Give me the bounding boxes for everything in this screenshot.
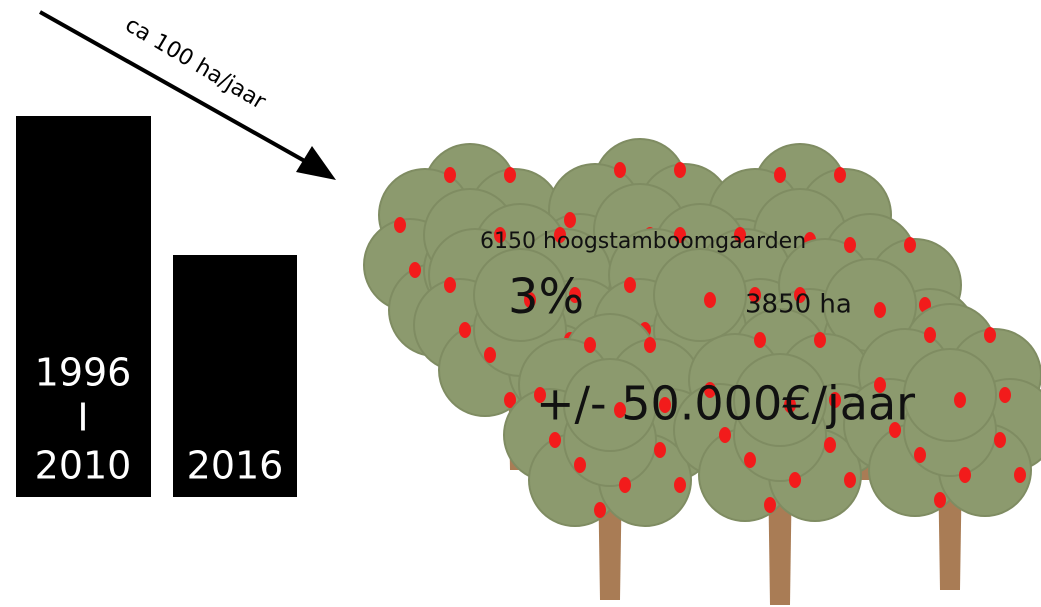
apple (644, 337, 656, 353)
arrow-head (296, 146, 336, 180)
apple (444, 167, 456, 183)
area: 3850 ha (745, 290, 852, 320)
apple (844, 472, 856, 488)
apple (674, 162, 686, 178)
bar-label: 2016 (187, 444, 284, 488)
apple (764, 497, 776, 513)
bar-label: 2010 (35, 444, 132, 488)
apple (924, 327, 936, 343)
apple (459, 322, 471, 338)
apple (574, 457, 586, 473)
bar (16, 116, 151, 497)
share: 3% (508, 269, 584, 325)
apple (619, 477, 631, 493)
apple (484, 347, 496, 363)
infographic: ca 100 ha/jaar 1996 I 2010 2016 6150 hoo… (0, 0, 1041, 607)
apple (774, 167, 786, 183)
apple (984, 327, 996, 343)
apple (834, 167, 846, 183)
apple (754, 332, 766, 348)
orchard-count: 6150 hoogstamboomgaarden (480, 229, 806, 254)
tree (844, 304, 1041, 590)
apple (874, 302, 886, 318)
apple (564, 212, 576, 228)
apple (999, 387, 1011, 403)
bar-label: I (77, 396, 88, 440)
apple (994, 432, 1006, 448)
apple (614, 162, 626, 178)
apple (934, 492, 946, 508)
apple (954, 392, 966, 408)
apple (789, 472, 801, 488)
apple (744, 452, 756, 468)
tree (674, 309, 886, 605)
apple (394, 217, 406, 233)
apple (1014, 467, 1026, 483)
apple (624, 277, 636, 293)
apple (654, 442, 666, 458)
canopy-lobe (654, 249, 746, 341)
bar-label: 1996 (35, 351, 132, 395)
yearly-value: +/- 50.000€/jaar (536, 377, 915, 431)
apple (444, 277, 456, 293)
apple (904, 237, 916, 253)
apple (959, 467, 971, 483)
apple (914, 447, 926, 463)
apple (409, 262, 421, 278)
canopy-lobe (904, 349, 996, 441)
apple (814, 332, 826, 348)
apple (504, 167, 516, 183)
orchard-illustration (364, 139, 1041, 605)
apple (844, 237, 856, 253)
apple (549, 432, 561, 448)
apple (824, 437, 836, 453)
apple (704, 292, 716, 308)
apple (594, 502, 606, 518)
apple (584, 337, 596, 353)
apple (674, 477, 686, 493)
